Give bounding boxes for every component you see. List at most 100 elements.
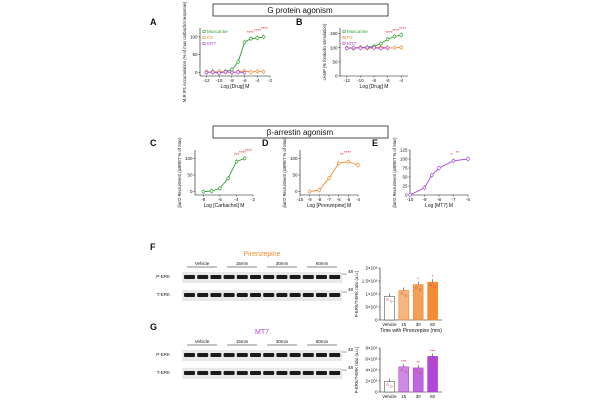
data-point	[317, 188, 322, 192]
significance-label: *	[432, 274, 434, 279]
x-tick-label: -6	[466, 197, 470, 202]
lane-label: 30min	[276, 339, 289, 344]
blot-band	[197, 371, 209, 375]
x-tick-label: -4	[356, 197, 360, 202]
significance-label: *	[417, 277, 419, 282]
data-point	[392, 34, 397, 39]
panel-letter-d: D	[262, 138, 269, 148]
data-point	[226, 176, 230, 181]
x-tick-label: -4	[255, 78, 259, 83]
blot-row-label: P-ERK	[156, 352, 170, 357]
data-point	[429, 358, 432, 361]
blot-band	[263, 275, 275, 279]
blot-band	[184, 353, 195, 357]
x-tick-label: -8	[372, 78, 376, 83]
x-tick-label: -8	[230, 78, 234, 83]
data-point	[399, 33, 403, 37]
y-axis-label: P-ERK/T-ERK ratio (a.u.)	[354, 346, 359, 393]
panel-letter-c: C	[150, 138, 157, 148]
legend-marker	[202, 35, 206, 40]
data-point	[404, 370, 407, 374]
section-title-g-protein: G protein agonism	[267, 6, 333, 15]
data-point	[433, 285, 436, 289]
data-point	[327, 176, 331, 181]
western-blot-f: Pirenzepine Vehicle 15min 30min 60min P-ERK 48…	[156, 251, 354, 301]
blot-band	[289, 353, 301, 357]
blot-band	[223, 353, 235, 357]
significance-label: **	[416, 360, 420, 365]
y-tick-label: 50	[332, 59, 338, 64]
blot-band	[316, 353, 327, 357]
y-axis-label: M₁R IP1 Accumulation (% of max carbachol…	[182, 1, 187, 102]
data-point	[236, 70, 240, 74]
data-point	[390, 300, 393, 303]
panel-letter-g: G	[150, 322, 157, 332]
lane-label: 30min	[276, 261, 289, 266]
significance-label: ***	[430, 348, 436, 353]
legend-marker	[202, 29, 206, 34]
x-axis-label: Log [Carbachol] M	[204, 203, 245, 209]
y-tick-label: 0	[375, 318, 378, 323]
y-tick-label: 100	[400, 157, 408, 162]
blot-band	[302, 275, 314, 279]
data-point	[386, 383, 389, 386]
x-tick-label: -10	[297, 197, 304, 202]
blot-band	[236, 353, 248, 357]
data-point	[415, 286, 418, 289]
x-tick-label: -6	[243, 78, 247, 83]
blot-band	[329, 353, 341, 357]
y-tick-label: 75	[402, 166, 408, 171]
y-tick-label: 1.5×10⁶	[362, 279, 378, 284]
significance-label: ***	[401, 359, 407, 364]
blot-band	[302, 371, 314, 375]
data-point	[437, 166, 441, 170]
x-tick-label: 30	[416, 394, 422, 399]
chart-panel-a: -12 -10 -8 -6 -4 -2 0 50 100 Log [Drug] M M₁R IP1 …	[182, 1, 272, 102]
data-point	[433, 360, 436, 363]
data-point	[372, 46, 376, 50]
data-point	[217, 71, 221, 75]
blot-band	[184, 371, 195, 375]
x-tick-label: -2	[251, 197, 255, 202]
blot-band	[316, 371, 327, 375]
x-tick-label: -10	[407, 197, 414, 202]
lane-label: 60min	[316, 261, 329, 266]
bar	[398, 366, 410, 393]
section-box-arrestin	[212, 125, 389, 139]
x-tick-label: -5	[346, 197, 350, 202]
blot-band	[210, 275, 222, 279]
y-tick-label: 50	[402, 175, 408, 180]
blot-membrane	[182, 290, 342, 301]
blot-band	[223, 275, 235, 279]
data-point	[230, 70, 234, 75]
blot-band	[184, 293, 195, 297]
y-tick-label: 50	[187, 173, 193, 178]
x-tick-label: Vehicle	[382, 394, 397, 399]
x-tick-label: -10	[357, 78, 364, 83]
x-tick-label: 15	[401, 394, 407, 399]
x-tick-label: 60	[430, 322, 436, 327]
blot-band	[316, 293, 327, 297]
y-axis-label: βarr2 Recruitment (ΔBRET % of Max)	[282, 137, 287, 208]
blot-title: MT7	[255, 329, 269, 336]
blot-band	[329, 275, 341, 279]
x-tick-label: 15	[401, 322, 407, 327]
legend-marker	[342, 35, 346, 40]
data-point	[209, 189, 214, 193]
blot-band	[236, 275, 248, 279]
chart-panel-g: 0 2×10⁵ 4×10⁵ 6×10⁵ 8×10⁵ P-ERK/T-ERK ratio (…	[354, 346, 442, 399]
blot-row-label: P-ERK	[156, 274, 170, 279]
data-point	[336, 161, 341, 166]
blot-band	[197, 293, 209, 297]
data-point	[242, 40, 247, 44]
data-point	[379, 41, 383, 46]
blot-band	[210, 371, 222, 375]
legend-marker	[342, 29, 346, 34]
data-point	[345, 46, 349, 51]
blot-band	[250, 275, 261, 279]
y-axis-label: P-ERK/T-ERK ratio (a.u.)	[354, 270, 359, 317]
significance-label: ****	[247, 30, 254, 35]
lane-label: 15min	[236, 261, 249, 266]
y-tick-label: 100	[185, 156, 193, 161]
data-point	[358, 46, 363, 50]
